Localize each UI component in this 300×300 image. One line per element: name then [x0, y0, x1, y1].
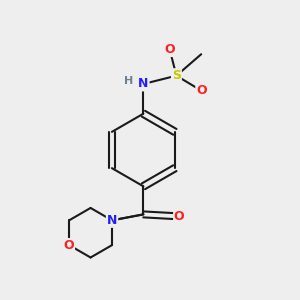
Text: O: O: [174, 209, 184, 223]
Text: S: S: [172, 69, 181, 82]
Text: O: O: [164, 44, 175, 56]
Text: N: N: [138, 77, 148, 91]
Text: O: O: [64, 238, 74, 252]
Text: O: O: [196, 84, 206, 97]
Text: H: H: [124, 76, 134, 86]
Text: N: N: [107, 214, 117, 227]
